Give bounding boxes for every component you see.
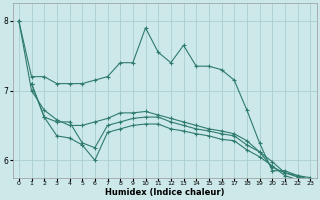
X-axis label: Humidex (Indice chaleur): Humidex (Indice chaleur) [105, 188, 224, 197]
